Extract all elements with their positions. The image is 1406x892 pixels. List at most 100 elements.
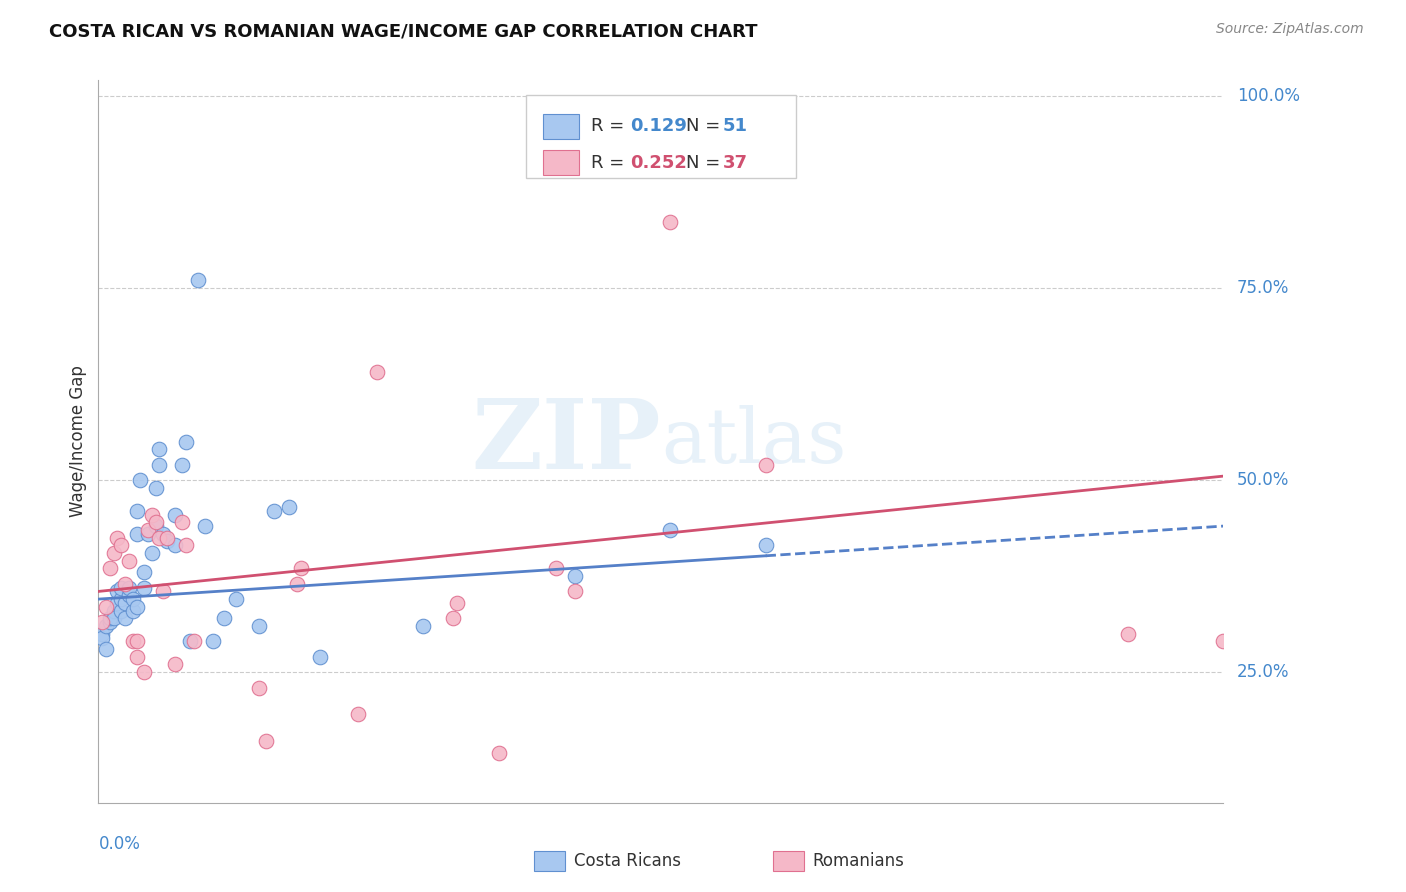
- Text: 50.0%: 50.0%: [1237, 471, 1289, 489]
- Point: [114, 596, 136, 610]
- Point: [110, 538, 132, 552]
- Point: [247, 681, 270, 695]
- Point: [107, 596, 129, 610]
- Point: [212, 611, 235, 625]
- Point: [201, 634, 224, 648]
- Point: [125, 634, 148, 648]
- Point: [194, 519, 217, 533]
- Point: [152, 584, 174, 599]
- Point: [91, 626, 114, 640]
- Point: [1116, 626, 1139, 640]
- Point: [114, 611, 136, 625]
- Point: [91, 631, 114, 645]
- Text: R =: R =: [591, 118, 630, 136]
- Point: [148, 531, 170, 545]
- Point: [134, 665, 156, 680]
- Text: Source: ZipAtlas.com: Source: ZipAtlas.com: [1216, 22, 1364, 37]
- Point: [755, 458, 778, 472]
- Point: [179, 634, 201, 648]
- Point: [94, 599, 117, 614]
- Text: 0.129: 0.129: [630, 118, 686, 136]
- Point: [172, 515, 194, 529]
- Point: [174, 538, 197, 552]
- Point: [125, 504, 148, 518]
- Point: [98, 611, 121, 625]
- Text: COSTA RICAN VS ROMANIAN WAGE/INCOME GAP CORRELATION CHART: COSTA RICAN VS ROMANIAN WAGE/INCOME GAP …: [49, 22, 758, 40]
- Point: [134, 581, 156, 595]
- Point: [187, 273, 209, 287]
- Point: [114, 576, 136, 591]
- Point: [163, 657, 186, 672]
- Point: [488, 746, 510, 760]
- Point: [225, 592, 247, 607]
- Point: [564, 584, 586, 599]
- Point: [145, 481, 167, 495]
- Point: [290, 561, 312, 575]
- Text: 0.0%: 0.0%: [98, 835, 141, 854]
- Point: [659, 523, 682, 537]
- Point: [98, 615, 121, 630]
- Point: [118, 588, 141, 602]
- Point: [141, 546, 163, 560]
- Point: [129, 473, 152, 487]
- Text: atlas: atlas: [661, 405, 846, 478]
- Point: [152, 526, 174, 541]
- Point: [107, 531, 129, 545]
- Point: [118, 554, 141, 568]
- Point: [659, 215, 682, 229]
- Text: 25.0%: 25.0%: [1237, 663, 1289, 681]
- Y-axis label: Wage/Income Gap: Wage/Income Gap: [69, 366, 87, 517]
- Point: [107, 584, 129, 599]
- Point: [94, 642, 117, 657]
- Point: [163, 508, 186, 522]
- Text: Costa Ricans: Costa Ricans: [574, 852, 681, 870]
- Point: [254, 734, 277, 748]
- Text: N =: N =: [686, 153, 725, 172]
- Point: [125, 526, 148, 541]
- Point: [110, 592, 132, 607]
- Point: [564, 569, 586, 583]
- Point: [544, 561, 567, 575]
- Point: [148, 458, 170, 472]
- Point: [247, 619, 270, 633]
- Point: [156, 531, 179, 545]
- Point: [91, 615, 114, 630]
- Point: [125, 599, 148, 614]
- Text: ZIP: ZIP: [471, 394, 661, 489]
- Point: [125, 649, 148, 664]
- Point: [263, 504, 285, 518]
- Point: [308, 649, 330, 664]
- Point: [366, 365, 388, 379]
- Point: [183, 634, 205, 648]
- Point: [134, 565, 156, 579]
- Point: [148, 442, 170, 457]
- Text: 37: 37: [723, 153, 748, 172]
- Text: 51: 51: [723, 118, 748, 136]
- Point: [172, 458, 194, 472]
- Point: [94, 619, 117, 633]
- Point: [446, 596, 468, 610]
- Point: [110, 604, 132, 618]
- Point: [136, 526, 159, 541]
- Point: [145, 515, 167, 529]
- Text: 100.0%: 100.0%: [1237, 87, 1299, 104]
- Point: [1212, 634, 1234, 648]
- Point: [110, 581, 132, 595]
- Point: [163, 538, 186, 552]
- Text: R =: R =: [591, 153, 630, 172]
- Point: [441, 611, 464, 625]
- Point: [121, 592, 143, 607]
- Point: [118, 581, 141, 595]
- Text: Romanians: Romanians: [813, 852, 904, 870]
- Point: [103, 546, 125, 560]
- Point: [103, 611, 125, 625]
- Point: [346, 707, 368, 722]
- Point: [156, 534, 179, 549]
- Point: [136, 523, 159, 537]
- Point: [121, 604, 143, 618]
- Text: N =: N =: [686, 118, 725, 136]
- Point: [103, 604, 125, 618]
- Text: 0.252: 0.252: [630, 153, 686, 172]
- Point: [755, 538, 778, 552]
- Point: [174, 434, 197, 449]
